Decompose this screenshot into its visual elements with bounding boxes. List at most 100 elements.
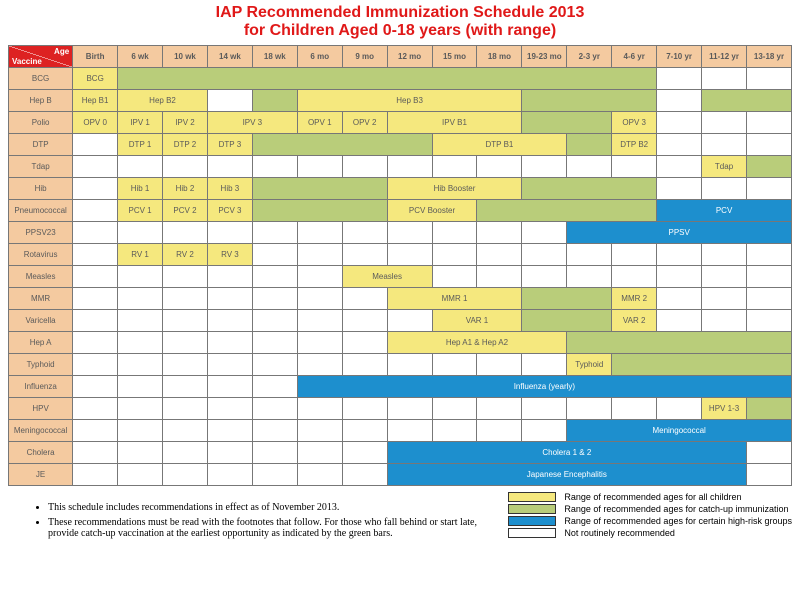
schedule-cell (252, 353, 297, 375)
schedule-cell (612, 397, 657, 419)
schedule-cell (297, 441, 342, 463)
age-header: 10 wk (163, 45, 208, 67)
footnote: This schedule includes recommendations i… (48, 502, 494, 513)
schedule-cell (207, 155, 252, 177)
schedule-cell (567, 133, 612, 155)
schedule-cell (567, 243, 612, 265)
schedule-cell: DTP 2 (163, 133, 208, 155)
schedule-cell (73, 221, 118, 243)
age-header: 19-23 mo (522, 45, 567, 67)
schedule-cell (252, 265, 297, 287)
schedule-cell (477, 243, 522, 265)
age-header: 18 mo (477, 45, 522, 67)
schedule-cell (252, 89, 297, 111)
schedule-cell (522, 397, 567, 419)
age-header: 11-12 yr (702, 45, 747, 67)
schedule-cell (567, 155, 612, 177)
schedule-cell: VAR 1 (432, 309, 522, 331)
schedule-cell: IPV 1 (118, 111, 163, 133)
schedule-cell (387, 353, 432, 375)
schedule-cell (747, 133, 792, 155)
schedule-cell (73, 463, 118, 485)
schedule-cell (252, 155, 297, 177)
age-header: 7-10 yr (657, 45, 702, 67)
schedule-cell (163, 221, 208, 243)
legend-label: Range of recommended ages for certain hi… (564, 516, 792, 526)
schedule-cell (118, 419, 163, 441)
schedule-cell (73, 375, 118, 397)
schedule-cell (342, 441, 387, 463)
legend-swatch (508, 528, 556, 538)
schedule-cell (163, 419, 208, 441)
schedule-cell (207, 265, 252, 287)
schedule-cell (297, 243, 342, 265)
table-row: MeaslesMeasles (9, 265, 792, 287)
schedule-cell (252, 419, 297, 441)
vaccine-name: Rotavirus (9, 243, 73, 265)
schedule-cell: PCV 2 (163, 199, 208, 221)
schedule-cell: DTP B1 (432, 133, 567, 155)
age-header: 6 wk (118, 45, 163, 67)
schedule-cell: DTP 3 (207, 133, 252, 155)
schedule-cell (252, 221, 297, 243)
schedule-cell (118, 441, 163, 463)
schedule-cell (163, 331, 208, 353)
vaccine-name: Hep B (9, 89, 73, 111)
schedule-cell: PPSV (567, 221, 792, 243)
schedule-cell (73, 353, 118, 375)
schedule-cell: DTP 1 (118, 133, 163, 155)
schedule-cell (297, 155, 342, 177)
schedule-cell (522, 89, 657, 111)
schedule-cell (387, 221, 432, 243)
schedule-cell (342, 463, 387, 485)
schedule-cell (657, 177, 702, 199)
schedule-cell (747, 177, 792, 199)
age-header: 6 mo (297, 45, 342, 67)
schedule-cell (73, 265, 118, 287)
schedule-cell (252, 309, 297, 331)
schedule-cell: OPV 2 (342, 111, 387, 133)
schedule-cell (657, 155, 702, 177)
schedule-cell: IPV B1 (387, 111, 522, 133)
schedule-cell: Hib 2 (163, 177, 208, 199)
schedule-cell (747, 463, 792, 485)
table-row: PneumococcalPCV 1PCV 2PCV 3PCV BoosterPC… (9, 199, 792, 221)
age-header: Birth (73, 45, 118, 67)
schedule-cell (702, 309, 747, 331)
schedule-cell (387, 397, 432, 419)
schedule-cell (163, 397, 208, 419)
schedule-cell (73, 441, 118, 463)
schedule-cell (73, 177, 118, 199)
schedule-cell: BCG (73, 67, 118, 89)
table-row: VaricellaVAR 1VAR 2 (9, 309, 792, 331)
schedule-cell (342, 221, 387, 243)
table-row: CholeraCholera 1 & 2 (9, 441, 792, 463)
schedule-cell (118, 375, 163, 397)
schedule-cell (342, 419, 387, 441)
schedule-cell (567, 265, 612, 287)
age-header: 9 mo (342, 45, 387, 67)
schedule-cell: PCV 3 (207, 199, 252, 221)
schedule-cell: DTP B2 (612, 133, 657, 155)
schedule-cell (252, 375, 297, 397)
legend: Range of recommended ages for all childr… (508, 492, 792, 553)
schedule-cell (432, 419, 477, 441)
schedule-cell (522, 243, 567, 265)
schedule-cell (73, 133, 118, 155)
schedule-cell (297, 309, 342, 331)
schedule-cell: PCV (657, 199, 792, 221)
schedule-cell (747, 265, 792, 287)
vaccine-name: Measles (9, 265, 73, 287)
schedule-cell (477, 199, 657, 221)
schedule-cell (387, 309, 432, 331)
schedule-cell (657, 287, 702, 309)
table-row: PolioOPV 0IPV 1IPV 2IPV 3OPV 1OPV 2IPV B… (9, 111, 792, 133)
legend-item: Not routinely recommended (508, 528, 792, 538)
schedule-cell (522, 287, 612, 309)
schedule-cell: IPV 2 (163, 111, 208, 133)
table-row: HibHib 1Hib 2Hib 3Hib Booster (9, 177, 792, 199)
schedule-cell (342, 287, 387, 309)
schedule-cell (432, 243, 477, 265)
schedule-cell: OPV 3 (612, 111, 657, 133)
schedule-cell: MMR 1 (387, 287, 522, 309)
